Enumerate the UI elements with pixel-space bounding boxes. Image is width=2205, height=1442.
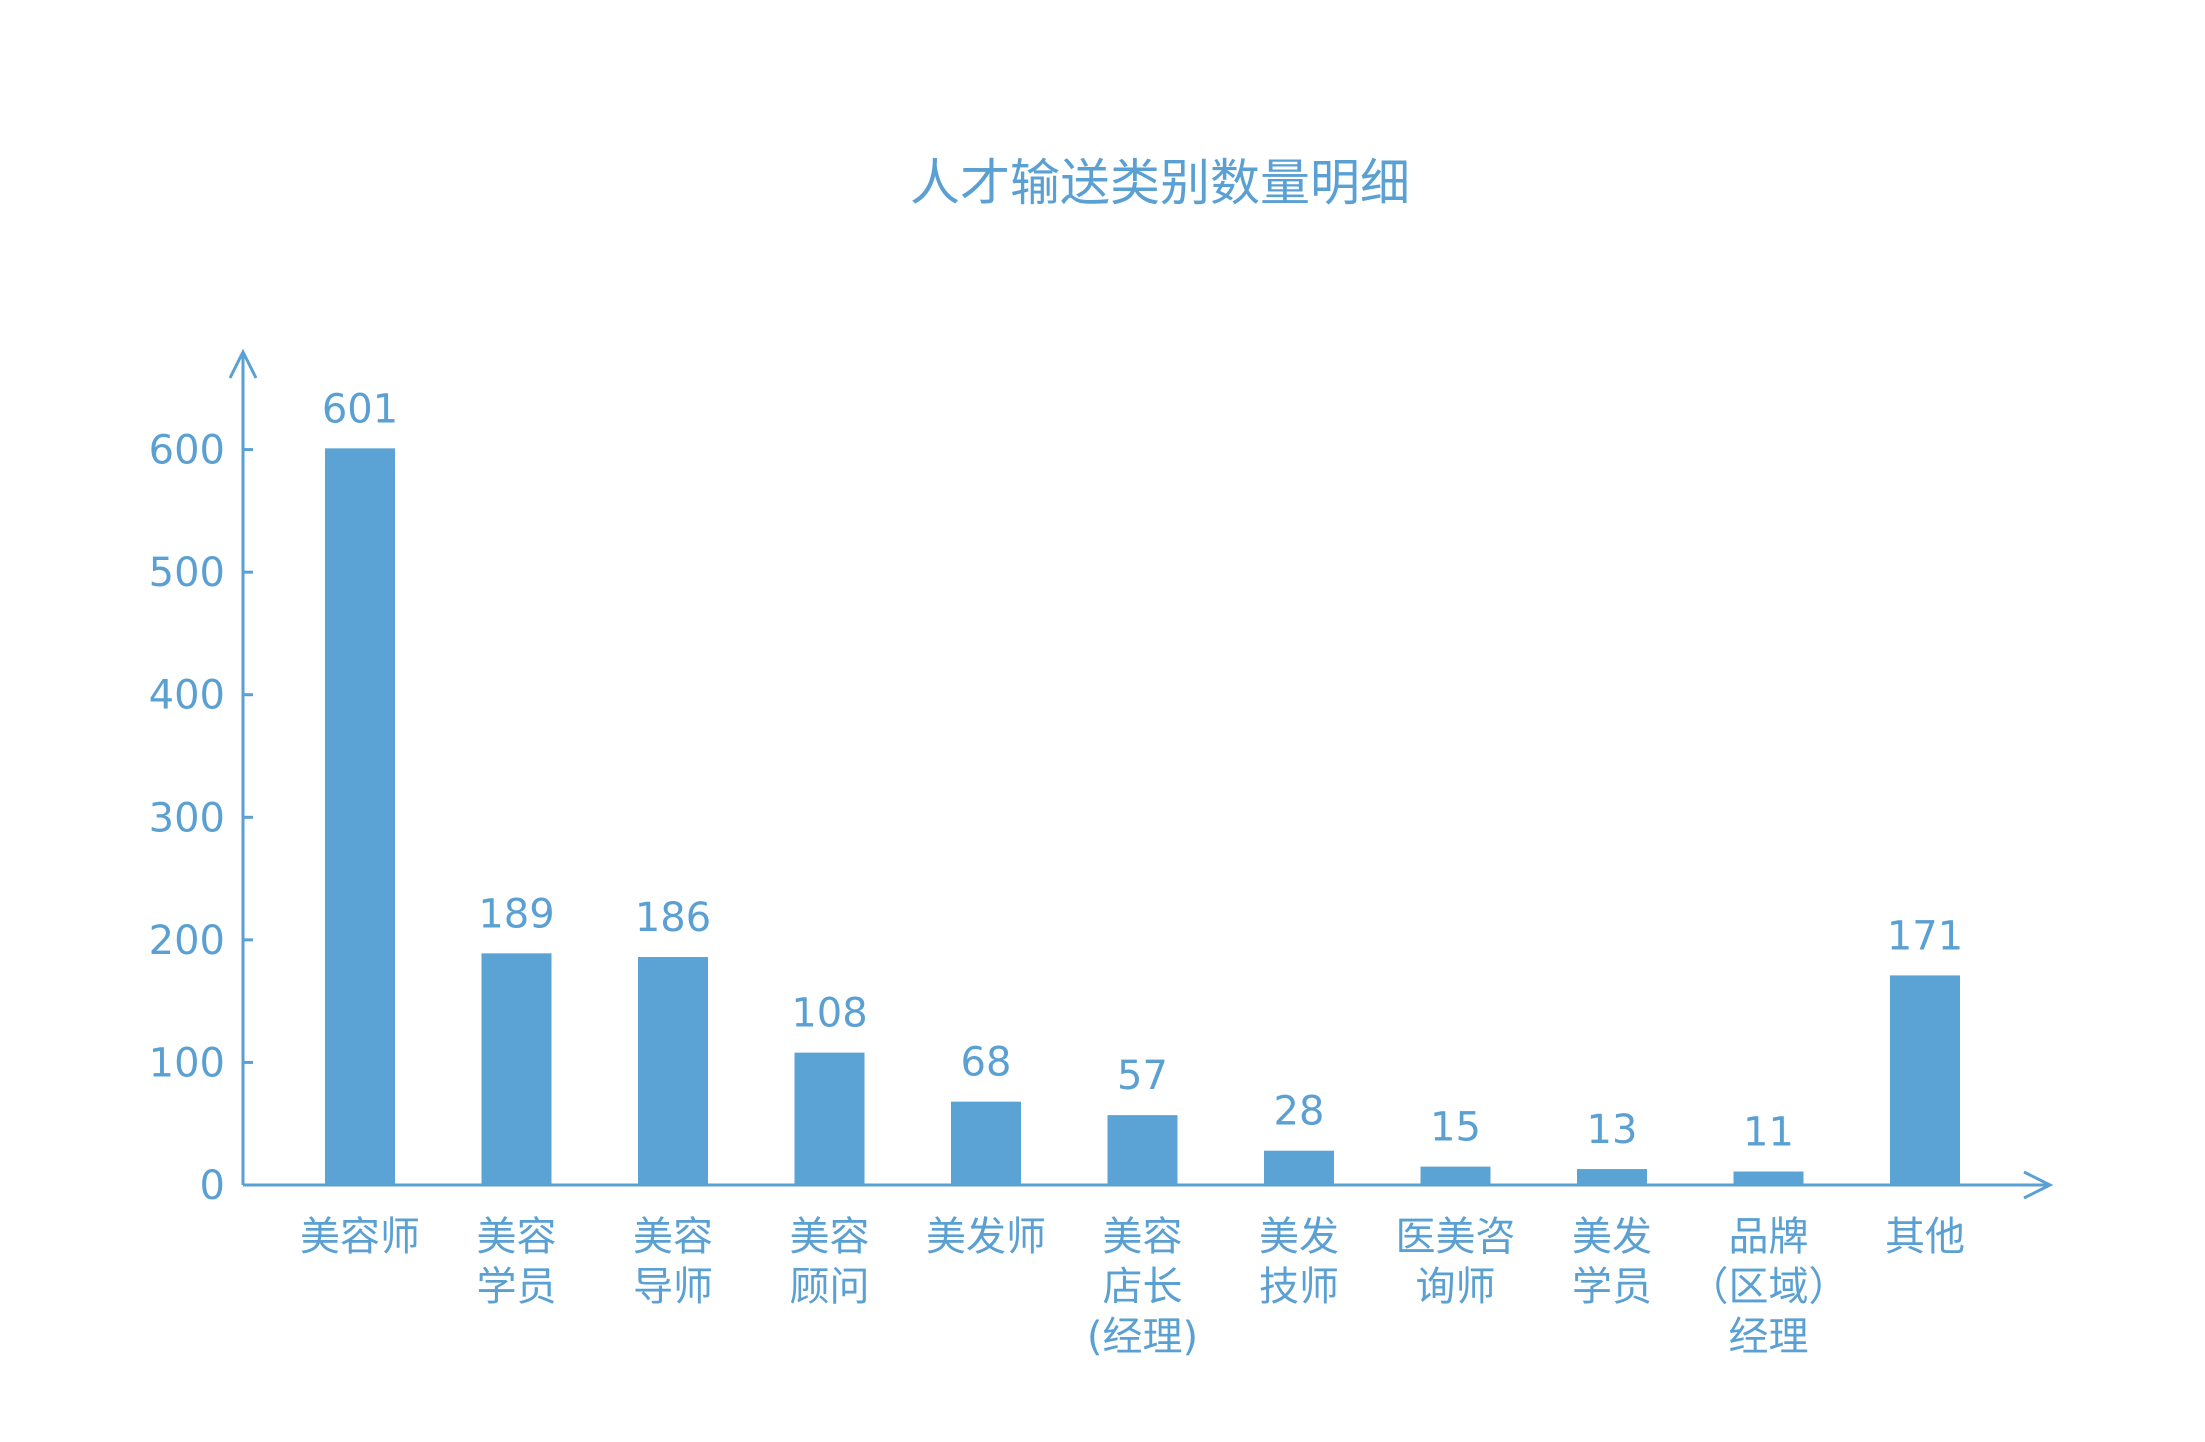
y-tick-label: 500 [149, 550, 225, 596]
category-label: 导师 [633, 1264, 713, 1310]
y-tick-label: 200 [149, 918, 225, 964]
data-label: 186 [635, 895, 711, 941]
y-tick-label: 300 [149, 795, 225, 841]
category-label: 其他 [1885, 1214, 1965, 1260]
category-label: (经理) [1087, 1314, 1198, 1360]
chart-title: 人才输送类别数量明细 [910, 154, 1410, 212]
category-label: 美发师 [926, 1214, 1046, 1260]
bar [481, 953, 552, 1185]
y-tick-label: 600 [149, 428, 225, 474]
data-labels: 601 189 186 108 68 57 28 15 13 11 171 [322, 386, 1963, 1155]
category-label: 品牌 [1729, 1214, 1809, 1260]
category-label: 询师 [1416, 1264, 1496, 1310]
category-label: 美容 [790, 1214, 870, 1260]
category-label: 店长 [1103, 1264, 1183, 1310]
category-label: 美容 [1103, 1214, 1183, 1260]
data-label: 189 [478, 891, 554, 937]
data-label: 15 [1430, 1105, 1481, 1151]
bar [951, 1101, 1021, 1185]
bars [325, 448, 1960, 1185]
category-label: 经理 [1729, 1314, 1809, 1360]
category-label: 美发 [1572, 1214, 1652, 1260]
data-label: 28 [1274, 1089, 1325, 1135]
y-axis-ticks: 0 100 200 300 400 500 600 [149, 428, 253, 1209]
category-label: 顾问 [790, 1264, 870, 1310]
bar [325, 448, 395, 1185]
data-label: 11 [1743, 1110, 1794, 1156]
bar [1264, 1150, 1334, 1185]
bar [1107, 1115, 1178, 1185]
bar [1733, 1171, 1804, 1185]
category-label: 医美咨 [1396, 1214, 1516, 1260]
category-label: 美发 [1259, 1214, 1339, 1260]
category-label: 学员 [1572, 1264, 1652, 1310]
category-label: 技师 [1259, 1264, 1339, 1310]
data-label: 68 [961, 1040, 1012, 1086]
bar [1420, 1166, 1491, 1185]
data-label: 171 [1887, 913, 1963, 959]
bar [794, 1052, 865, 1185]
y-tick-label: 400 [149, 673, 225, 719]
y-tick-label: 100 [149, 1040, 225, 1086]
category-label: 美容师 [300, 1214, 420, 1260]
category-label: 美容 [477, 1214, 557, 1260]
category-label: 美容 [633, 1214, 713, 1260]
bar [638, 957, 708, 1185]
bar [1890, 975, 1960, 1185]
data-label: 108 [791, 991, 867, 1037]
x-axis-arrow [2023, 1170, 2054, 1200]
y-axis-arrow [228, 348, 258, 379]
data-label: 13 [1587, 1107, 1638, 1153]
category-label: （区域） [1689, 1264, 1849, 1310]
data-label: 601 [322, 386, 398, 432]
data-label: 57 [1117, 1053, 1168, 1099]
bar [1577, 1169, 1647, 1185]
category-label: 学员 [477, 1264, 557, 1310]
y-tick-label: 0 [200, 1163, 225, 1209]
